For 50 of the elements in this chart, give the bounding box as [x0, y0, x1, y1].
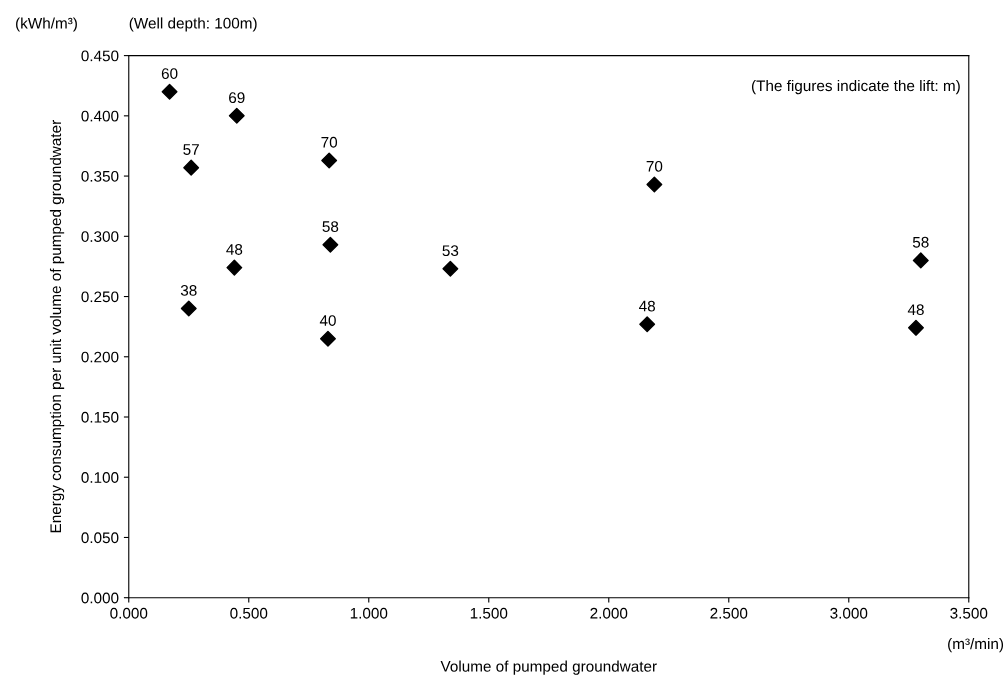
point	[226, 259, 243, 276]
x-tick-label: 1.000	[350, 607, 388, 619]
x-tick-label: 2.500	[710, 607, 748, 619]
annotation: 38	[180, 285, 197, 296]
y-axis-title: Energy consumption per unit volume of pumped groundwater	[49, 120, 65, 533]
point	[322, 236, 339, 253]
x-tick-label: 2.000	[590, 607, 628, 619]
annotation: 48	[907, 304, 924, 316]
annotation: 53	[442, 245, 459, 257]
point	[639, 316, 656, 333]
annotation: 58	[912, 236, 929, 248]
point	[319, 330, 336, 347]
y-tick-label: 0.300	[81, 231, 119, 242]
point	[442, 260, 459, 277]
annotation: 57	[183, 144, 199, 155]
y-tick-label: 0.350	[81, 170, 119, 182]
y-tick-label: 0.400	[81, 110, 119, 122]
annotation: 40	[319, 315, 336, 326]
point	[180, 300, 197, 317]
y-tick-label: 0.200	[81, 351, 119, 363]
y-tick-label: 0.450	[81, 50, 119, 62]
x-tick-label: 1.500	[470, 607, 508, 619]
point	[912, 252, 929, 269]
point	[161, 83, 178, 100]
annotation: 58	[322, 221, 339, 232]
point	[183, 159, 200, 176]
point	[321, 152, 338, 169]
x-axis-title: Volume of pumped groundwater	[440, 660, 657, 675]
x-tick-label: 0.000	[110, 607, 148, 619]
x-tick-label: 3.500	[950, 607, 988, 619]
x-tick-label: 0.500	[230, 607, 268, 619]
x-tick-label: 3.000	[830, 607, 868, 619]
text: (kWh/m³)	[16, 17, 77, 32]
annotation: 70	[646, 160, 663, 172]
annotation: 48	[226, 244, 243, 255]
annotation: 60	[161, 68, 178, 79]
annotation: 48	[639, 300, 656, 312]
y-tick-label: 0.000	[81, 592, 119, 604]
point	[646, 176, 663, 193]
annotation: 70	[321, 136, 338, 148]
text: (m³/min)	[948, 638, 1004, 653]
y-tick-label: 0.100	[81, 472, 119, 483]
text: (Well depth: 100m)	[129, 17, 257, 32]
y-tick-label: 0.250	[81, 291, 119, 303]
y-tick-label: 0.050	[81, 532, 119, 544]
annotation: (The figures indicate the lift: m)	[751, 79, 960, 95]
point	[228, 107, 245, 124]
point	[907, 319, 924, 336]
annotation: 69	[229, 92, 245, 104]
y-tick-label: 0.150	[81, 411, 119, 423]
